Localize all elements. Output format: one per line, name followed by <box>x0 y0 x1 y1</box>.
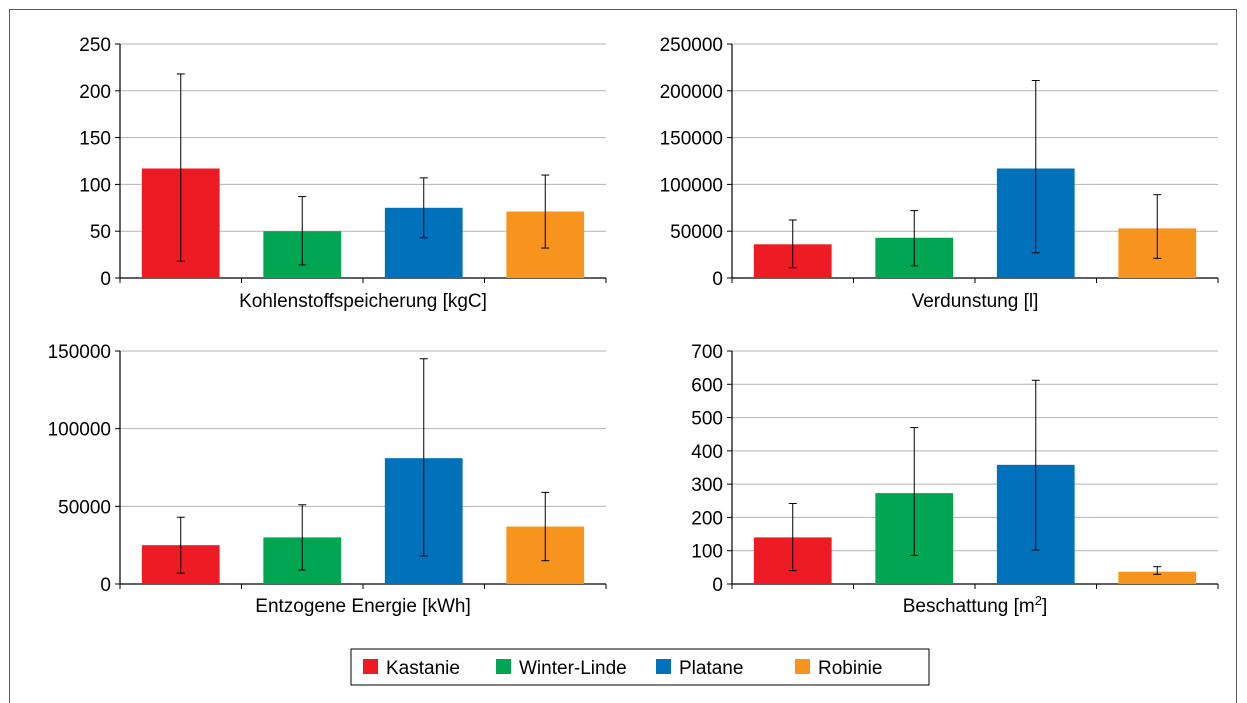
y-tick-label: 0 <box>100 269 111 290</box>
y-tick-label: 50000 <box>58 497 111 518</box>
y-tick-label: 700 <box>691 342 723 363</box>
legend-swatch <box>363 659 378 674</box>
y-tick-label: 0 <box>712 575 723 596</box>
figure-frame <box>9 9 1237 703</box>
legend-item-kastanie: Kastanie <box>363 658 460 679</box>
charts-group: 0 50 100 150 200 250 Kohlenstoffspeicherung [k… <box>48 35 1219 617</box>
y-tick-label: 50000 <box>670 222 723 243</box>
error-bar <box>541 491 550 562</box>
legend-label: Kastanie <box>386 658 460 679</box>
y-tick-label: 150000 <box>48 342 111 363</box>
axis-title: Entzogene Energie [kWh] <box>255 596 470 617</box>
y-tick-label: 150000 <box>660 129 723 150</box>
error-bar <box>788 502 797 572</box>
axis-title: Beschattung [m2] <box>903 593 1048 617</box>
legend-label: Platane <box>679 658 743 679</box>
y-tick-label: 200 <box>79 82 111 103</box>
y-tick-label: 300 <box>691 475 723 496</box>
legend-swatch <box>795 659 810 674</box>
y-tick-label: 100 <box>691 542 723 563</box>
error-bar <box>298 196 307 266</box>
chart-4: 0 100 200 300 400 500 600 700 Beschattung [m2] <box>691 342 1219 617</box>
legend-label: Winter-Linde <box>519 658 627 679</box>
legend: Kastanie Winter-Linde Platane Robinie <box>350 648 930 686</box>
chart-1: 0 50 100 150 200 250 Kohlenstoffspeicherung [k… <box>79 35 607 312</box>
y-tick-label: 250 <box>79 35 111 56</box>
legend-label: Robinie <box>818 658 882 679</box>
y-tick-label: 500 <box>691 409 723 430</box>
legend-item-robinie: Robinie <box>795 658 882 679</box>
error-bar <box>1031 379 1040 551</box>
error-bar <box>541 174 550 249</box>
error-bar <box>298 504 307 571</box>
y-tick-label: 600 <box>691 375 723 396</box>
y-tick-label: 250000 <box>660 35 723 56</box>
error-bar <box>788 219 797 269</box>
error-bar <box>419 358 428 557</box>
bar-robinie <box>1118 571 1197 584</box>
axis-title: Kohlenstoffspeicherung [kgC] <box>239 291 487 312</box>
error-bar <box>176 516 185 574</box>
legend-swatch <box>496 659 511 674</box>
error-bar <box>176 73 185 262</box>
error-bar <box>1153 194 1162 259</box>
y-tick-label: 400 <box>691 442 723 463</box>
y-tick-label: 0 <box>712 269 723 290</box>
y-tick-label: 100000 <box>660 175 723 196</box>
error-bar <box>910 210 919 267</box>
error-bar <box>419 177 428 239</box>
y-tick-label: 200 <box>691 508 723 529</box>
legend-swatch <box>656 659 671 674</box>
y-tick-label: 200000 <box>660 82 723 103</box>
error-bar <box>1153 566 1162 575</box>
y-tick-label: 100 <box>79 175 111 196</box>
y-tick-label: 50 <box>90 222 111 243</box>
legend-box <box>350 648 930 686</box>
chart-2: 0 50000 100000 150000 200000 250000 Verdunstun… <box>660 35 1219 312</box>
y-tick-label: 0 <box>100 575 111 596</box>
legend-item-platane: Platane <box>656 658 743 679</box>
chart-3: 0 50000 100000 150000 Entzogene Energie [kWh… <box>48 342 607 617</box>
error-bar <box>1031 80 1040 254</box>
axis-title: Verdunstung [l] <box>912 291 1039 312</box>
error-bar <box>910 427 919 556</box>
legend-item-winter-linde: Winter-Linde <box>496 658 627 679</box>
y-tick-label: 100000 <box>48 420 111 441</box>
y-tick-label: 150 <box>79 129 111 150</box>
